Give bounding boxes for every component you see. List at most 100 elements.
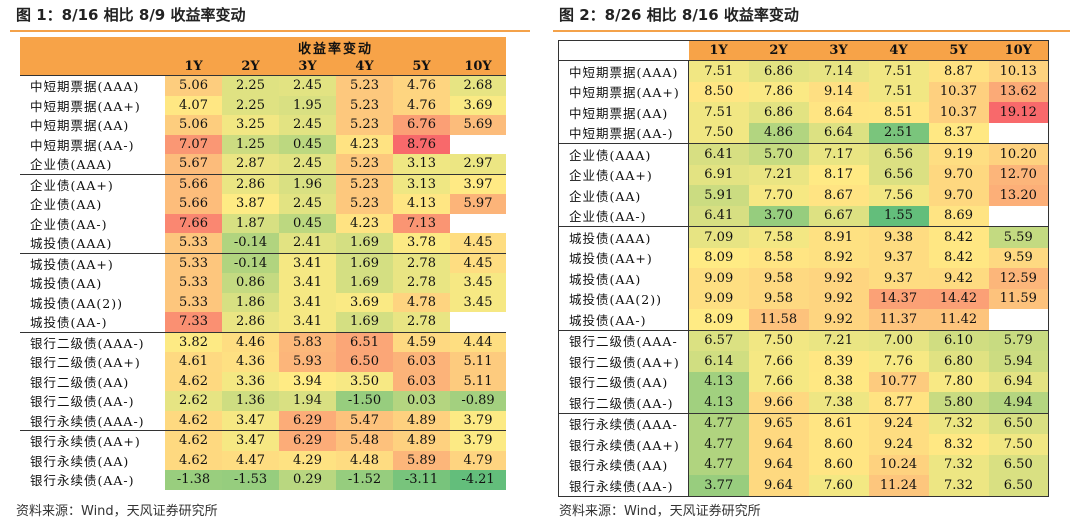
fig2-row: 城投债(AA) 9.09 9.58 9.92 9.37 9.42 12.59 [559,268,1049,289]
fig2-row-label: 银行二级债(AA-) [569,395,674,411]
fig1-cell: 3.41 [279,312,336,332]
fig2-row-label: 银行二级债(AA) [569,375,669,391]
fig1-row-label: 银行永续债(AAA-) [30,413,145,429]
fig1-cell: 4.23 [336,134,393,154]
fig2-cell: 7.50 [988,434,1049,455]
fig1-cell: 2.87 [222,154,279,174]
fig1-cell: 4.89 [393,430,450,451]
fig1-cell: 3.41 [279,273,336,293]
fig1-cell: -1.38 [165,470,222,490]
fig1-cell: 3.47 [222,430,279,451]
fig2-cell: 8.92 [808,247,869,268]
fig1-cell: 1.95 [279,95,336,115]
fig1-cell: 3.50 [336,371,393,391]
fig2-row-label: 银行二级债(AAA- [558,329,689,351]
fig1-cell: -4.21 [450,470,507,490]
fig2-cell: 7.17 [808,143,869,165]
fig1-cell: -0.14 [222,233,279,253]
fig1-row: 银行永续债(AA-) -1.38 -1.53 0.29 -1.52 -3.11 -4.21 [20,470,507,490]
fig2-row-label: 企业债(AA) [569,188,642,204]
fig1-cell: 4.46 [222,331,279,352]
fig1-cell: 4.45 [450,233,507,253]
fig2-row-label: 中短期票据(AA-) [569,126,674,142]
fig1-cell: 2.86 [222,312,279,332]
fig2-cell: 7.32 [928,454,989,475]
fig1-cell: 2.86 [222,173,279,194]
fig2-cell: 8.67 [808,185,869,206]
fig1-cell: 1.25 [222,134,279,154]
fig2-cell: 12.70 [988,164,1049,185]
fig2-cell: 10.37 [928,102,989,123]
fig1-cell: 3.47 [222,410,279,431]
fig1-cell: 5.83 [279,331,336,352]
fig1-cell: 8.76 [393,134,450,154]
fig1-cell: 2.45 [279,115,336,135]
fig2-cell: 11.58 [748,309,809,330]
fig1-cell: 1.87 [222,213,279,233]
fig1-row: 银行二级债(AA-) 2.62 1.36 1.94 -1.50 0.03 -0.89 [20,391,507,411]
fig2-cell: 7.70 [748,185,809,206]
fig1-col-header-1y: 1Y [165,57,222,76]
fig1-row-label: 银行永续债(AA+) [20,430,165,451]
fig1-cell: 4.47 [222,450,279,470]
fig1-cell: 7.33 [165,312,222,332]
fig1-row: 银行二级债(AA+) 4.61 4.36 5.93 6.50 6.03 5.11 [20,352,507,372]
fig1-row: 企业债(AAA) 5.67 2.87 2.45 5.23 3.13 2.97 [20,154,507,174]
fig1-row-label: 银行二级债(AA-) [30,394,135,410]
fig2-row: 城投债(AAA) 7.09 7.58 8.91 9.38 8.42 5.59 [558,226,1049,248]
fig1-cell: 4.07 [165,95,222,115]
fig2-cell: 6.14 [688,351,749,372]
fig2-cell: 8.61 [808,412,869,434]
fig2-cell: 9.09 [688,288,749,309]
fig1-cell: 2.25 [222,95,279,115]
fig1-row-label: 银行永续债(AA) [30,453,130,469]
fig1-cell: 2.68 [450,75,507,96]
fig1-cell: 5.06 [165,75,222,96]
fig2-row-label: 企业债(AA+) [569,168,653,184]
fig1-row-label: 企业债(AA+) [20,173,165,194]
fig2-cell: 6.50 [988,454,1049,475]
fig1-cell: 3.41 [279,252,336,273]
fig1-row: 企业债(AA-) 7.66 1.87 0.45 4.23 7.13 [20,213,507,233]
fig1-cell: 4.89 [393,410,450,431]
fig1-cell: 6.03 [393,352,450,372]
fig2-cell: 8.58 [748,247,809,268]
fig1-cell: 1.69 [336,233,393,253]
fig2-col-header-10y: 10Y [988,40,1049,61]
fig1-row-label: 银行二级债(AA) [30,374,130,390]
figure-1-group-header: 收益率变动 [165,37,507,57]
fig1-row: 银行永续债(AA) 4.62 4.47 4.29 4.48 5.89 4.79 [20,450,507,470]
fig2-row-label: 城投债(AA-) [569,312,647,328]
fig1-row-label: 银行永续债(AA-) [30,473,135,489]
fig2-cell: 9.58 [748,268,809,289]
fig2-cell: 9.38 [868,226,929,248]
fig1-cell: 1.96 [279,173,336,194]
fig2-cell: 8.69 [928,205,989,227]
fig2-cell: 7.14 [808,60,869,82]
fig2-row-label: 银行永续债(AA) [569,458,669,474]
fig1-cell: -0.89 [450,391,507,411]
fig2-cell: 9.64 [748,434,809,455]
fig2-cell: 7.51 [688,60,749,82]
fig2-cell: 8.50 [688,81,749,102]
fig1-row: 中短期票据(AA) 5.06 3.25 2.45 5.23 6.76 5.69 [20,115,507,135]
fig1-cell: 4.45 [450,252,507,273]
fig1-cell: 0.45 [279,134,336,154]
fig1-cell: 1.69 [336,312,393,332]
fig2-cell: 11.37 [868,309,929,330]
fig1-row-label: 城投债(AAA) [30,236,113,252]
fig1-row-label: 城投债(AA(2)) [30,295,124,311]
fig1-col-header-4y: 4Y [336,57,393,76]
fig1-row: 中短期票据(AA+) 4.07 2.25 1.95 5.23 4.76 3.69 [20,95,507,115]
fig2-cell: 7.32 [928,475,989,496]
fig2-cell: 5.59 [988,226,1049,248]
fig2-cell: 8.09 [688,247,749,268]
fig1-row-label: 城投债(AA) [30,276,103,292]
fig1-cell: 5.66 [165,173,222,194]
fig2-row-label: 银行永续债(AA+) [569,437,680,453]
fig2-cell: 6.56 [868,143,929,165]
fig2-cell: 5.80 [928,392,989,413]
fig1-cell: 7.66 [165,213,222,233]
fig1-cell: 4.62 [165,410,222,431]
fig2-cell: 6.50 [988,412,1049,434]
